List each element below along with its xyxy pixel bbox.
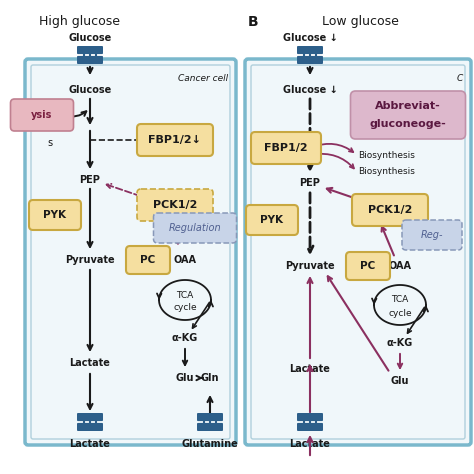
- Text: FBP1/2↓: FBP1/2↓: [148, 135, 201, 145]
- FancyBboxPatch shape: [77, 413, 103, 421]
- Text: PCK1/2: PCK1/2: [153, 200, 197, 210]
- Text: Gln: Gln: [201, 373, 219, 383]
- Text: Glucose ↓: Glucose ↓: [283, 33, 337, 43]
- Text: s: s: [47, 138, 53, 148]
- Text: Glucose: Glucose: [68, 33, 111, 43]
- Text: Cancer cell: Cancer cell: [178, 73, 228, 82]
- Text: PC: PC: [140, 255, 155, 265]
- FancyBboxPatch shape: [10, 99, 73, 131]
- FancyBboxPatch shape: [297, 56, 323, 64]
- Text: α-KG: α-KG: [172, 333, 198, 343]
- FancyBboxPatch shape: [245, 59, 471, 445]
- FancyBboxPatch shape: [137, 189, 213, 221]
- FancyBboxPatch shape: [154, 213, 237, 243]
- Text: TCA: TCA: [176, 291, 193, 300]
- Text: Lactate: Lactate: [290, 364, 330, 374]
- FancyBboxPatch shape: [350, 91, 465, 139]
- Text: PEP: PEP: [300, 178, 320, 188]
- Text: C: C: [457, 73, 463, 82]
- Text: TCA: TCA: [392, 295, 409, 304]
- FancyBboxPatch shape: [197, 423, 223, 431]
- Text: Glu: Glu: [391, 376, 409, 386]
- Text: Regulation: Regulation: [169, 223, 221, 233]
- FancyBboxPatch shape: [197, 413, 223, 421]
- FancyBboxPatch shape: [297, 423, 323, 431]
- Text: Lactate: Lactate: [70, 439, 110, 449]
- Text: Lactate: Lactate: [70, 358, 110, 368]
- Text: Biosynthesis: Biosynthesis: [358, 151, 415, 159]
- Text: Reg-: Reg-: [421, 230, 443, 240]
- FancyBboxPatch shape: [126, 246, 170, 274]
- Text: OAA: OAA: [389, 261, 411, 271]
- Text: PEP: PEP: [80, 175, 100, 185]
- Text: PYK: PYK: [44, 210, 66, 220]
- Text: ysis: ysis: [31, 110, 53, 120]
- Text: PC: PC: [360, 261, 375, 271]
- Text: Pyruvate: Pyruvate: [65, 255, 115, 265]
- Text: PYK: PYK: [261, 215, 283, 225]
- FancyBboxPatch shape: [402, 220, 462, 250]
- FancyBboxPatch shape: [77, 423, 103, 431]
- Text: cycle: cycle: [388, 309, 412, 318]
- FancyBboxPatch shape: [297, 46, 323, 54]
- FancyBboxPatch shape: [137, 124, 213, 156]
- Text: α-KG: α-KG: [387, 338, 413, 348]
- FancyBboxPatch shape: [352, 194, 428, 226]
- Text: Glu: Glu: [176, 373, 194, 383]
- Text: cycle: cycle: [173, 303, 197, 312]
- Text: PCK1/2: PCK1/2: [368, 205, 412, 215]
- FancyBboxPatch shape: [246, 205, 298, 235]
- FancyBboxPatch shape: [251, 132, 321, 164]
- FancyBboxPatch shape: [346, 252, 390, 280]
- Text: Abbreviat-: Abbreviat-: [375, 101, 441, 111]
- FancyBboxPatch shape: [77, 56, 103, 64]
- FancyBboxPatch shape: [77, 46, 103, 54]
- FancyBboxPatch shape: [29, 200, 81, 230]
- Text: Low glucose: Low glucose: [321, 15, 399, 28]
- FancyBboxPatch shape: [25, 59, 236, 445]
- Text: High glucose: High glucose: [39, 15, 120, 28]
- Text: Pyruvate: Pyruvate: [285, 261, 335, 271]
- Text: Lactate: Lactate: [290, 439, 330, 449]
- Text: OAA: OAA: [173, 255, 197, 265]
- Text: Glutamine: Glutamine: [182, 439, 238, 449]
- Text: B: B: [248, 15, 259, 29]
- Text: Biosynthesis: Biosynthesis: [358, 167, 415, 176]
- Text: FBP1/2: FBP1/2: [264, 143, 308, 153]
- Text: Glucose ↓: Glucose ↓: [283, 85, 337, 95]
- Text: Glucose: Glucose: [68, 85, 111, 95]
- Text: gluconeoge-: gluconeoge-: [370, 119, 447, 129]
- FancyBboxPatch shape: [297, 413, 323, 421]
